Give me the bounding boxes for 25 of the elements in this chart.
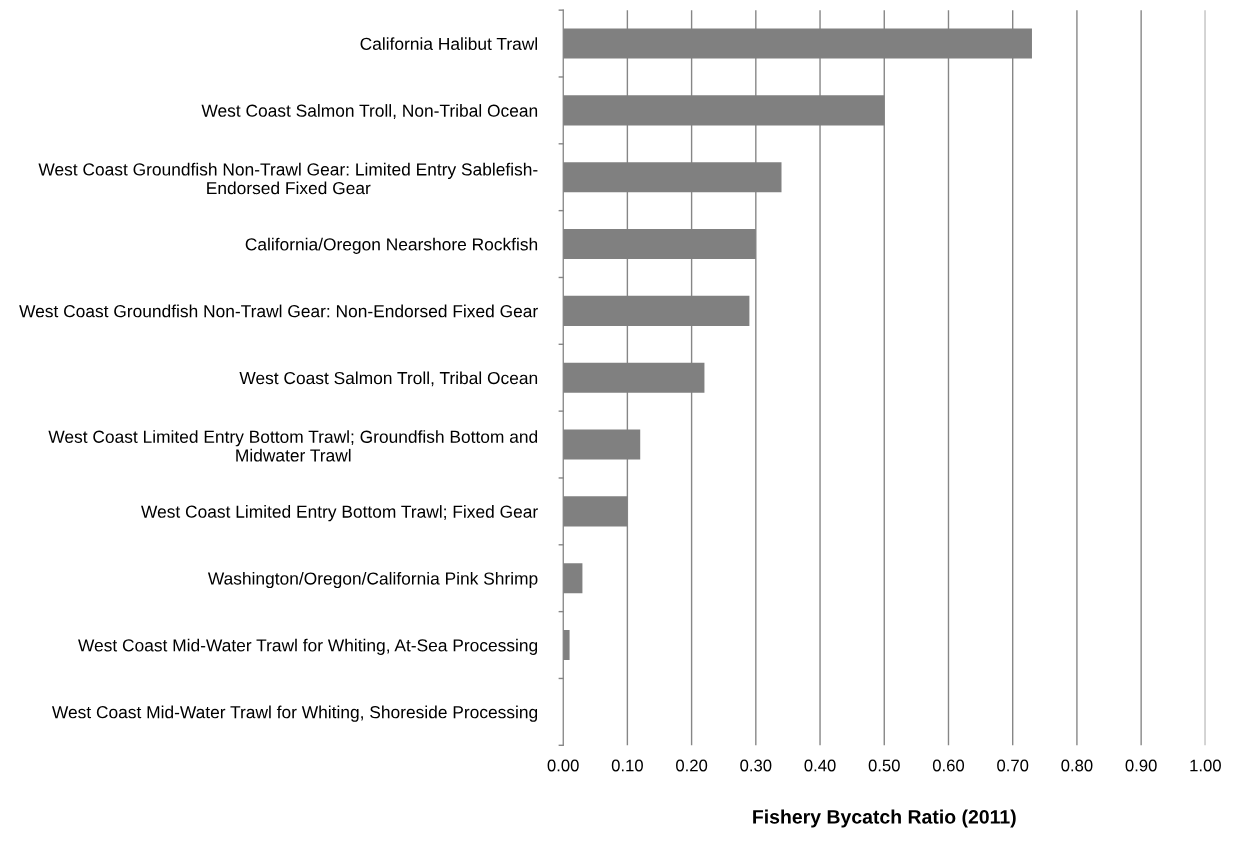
bar — [563, 630, 570, 661]
x-tick-label: 0.40 — [804, 759, 836, 772]
x-tick-label: 0.30 — [740, 759, 772, 772]
y-tick-label: West Coast Limited Entry Bottom Trawl; Groundfish Bottom and Midwater Trawl — [48, 430, 538, 462]
y-tick-label: West Coast Limited Entry Bottom Trawl; Fixed Gear — [141, 505, 538, 522]
x-tick-label: 0.50 — [868, 759, 900, 772]
y-tick-label: California/Oregon Nearshore Rockfish — [245, 237, 538, 254]
y-tick-label: West Coast Groundfish Non-Trawl Gear: Non-Endorsed Fixed Gear — [19, 304, 538, 318]
y-tick-label: West Coast Salmon Troll, Non-Tribal Ocean — [201, 104, 538, 119]
x-tick-label: 0.20 — [676, 759, 708, 772]
y-tick-label: West Coast Mid-Water Trawl for Whiting, At-Sea Processing — [78, 638, 538, 655]
x-tick-label: 0.60 — [932, 759, 965, 772]
y-tick-label: West Coast Salmon Troll, Tribal Ocean — [239, 371, 538, 387]
y-tick-label: California Halibut Trawl — [360, 37, 538, 51]
y-tick-label: West Coast Mid-Water Trawl for Whiting, Shoreside Processing — [51, 705, 538, 722]
x-axis-title: Fishery Bycatch Ratio (2011) — [753, 809, 1016, 828]
x-tick-label: 1.00 — [1190, 759, 1221, 772]
x-tick-label: 0.10 — [611, 759, 643, 772]
y-tick-label: West Coast Groundfish Non-Trawl Gear: Limited Entry Sablefish- Endorsed Fixed Gear — [38, 162, 538, 195]
x-tick-label: 0.70 — [997, 759, 1029, 772]
x-tick-label: 0.80 — [1061, 759, 1093, 772]
y-tick-label: Washington/Oregon/California Pink Shrimp — [207, 571, 538, 589]
x-tick-label: 0.00 — [547, 759, 579, 772]
x-tick-label: 0.90 — [1125, 759, 1157, 772]
bar — [563, 563, 583, 594]
